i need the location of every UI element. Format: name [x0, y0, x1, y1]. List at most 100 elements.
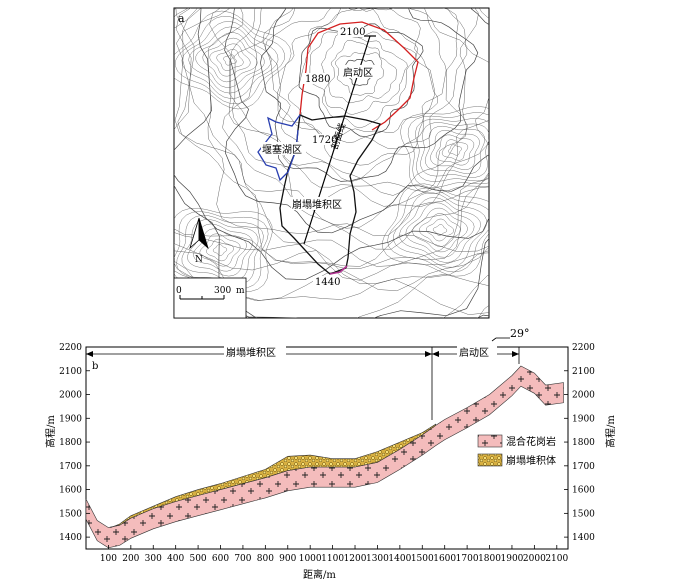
contour-line: [174, 8, 489, 267]
contour-line: [174, 8, 489, 285]
contour-line: [174, 10, 292, 110]
contour-line: [424, 125, 486, 175]
contour-line: [448, 144, 462, 156]
label-bg: [313, 276, 337, 287]
contour-line: [477, 305, 489, 318]
contour-line: [181, 21, 279, 99]
map-frame: [173, 7, 490, 319]
contour-line: [407, 112, 489, 188]
x-axis-label: 距离/m: [303, 568, 336, 581]
profile-deposit-zone-label: 崩塌堆积区: [226, 346, 276, 359]
y-tick-label-right: 1600: [572, 486, 595, 496]
contour-line: [174, 260, 489, 318]
y-tick-label-right: 1900: [572, 414, 595, 424]
legend-label-granite: 混合花岗岩: [506, 435, 556, 448]
y-tick-label-left: 1600: [59, 486, 82, 496]
y-tick-label-left: 1700: [59, 462, 82, 472]
contour-line: [412, 207, 468, 253]
contour-label-2100: 2100: [340, 27, 365, 38]
y-tick-label-left: 1500: [59, 509, 82, 519]
contour-line: [206, 238, 234, 262]
y-tick-label-left: 1900: [59, 414, 82, 424]
axis-ticks: 100 200 300 400 500 600 700 800 900 1000 1100 1200 1…: [59, 343, 595, 564]
contour-line: [174, 8, 489, 281]
contour-line: [441, 139, 469, 161]
contour-line: [419, 213, 461, 247]
y-axis-label-right: 高程/m: [604, 415, 617, 448]
contour-line: [213, 244, 227, 256]
x-tick-label: 400: [167, 554, 184, 564]
x-tick-label: 2100: [545, 554, 568, 564]
y-tick-label-right: 1800: [572, 438, 595, 448]
contour-line: [287, 8, 435, 140]
contour-line: [435, 134, 475, 166]
contour-line: [174, 184, 489, 318]
contour-lines: [174, 8, 489, 318]
contour-line: [209, 8, 489, 229]
deposit-layer: [110, 423, 436, 529]
contour-line: [260, 8, 479, 182]
x-tick-label: 700: [234, 554, 251, 564]
label-bg: [341, 65, 375, 78]
label-bg: [261, 142, 306, 155]
angle-label: 29°: [510, 327, 530, 340]
contour-line: [193, 228, 247, 272]
startup-zone-label: 启动区: [343, 66, 373, 79]
contour-line: [387, 187, 489, 273]
contour-line: [216, 49, 244, 71]
profile-startup-zone-label: 启动区: [459, 346, 489, 359]
y-tick-label-left: 1400: [59, 533, 82, 543]
contour-line: [195, 32, 265, 88]
y-tick-label-right: 1700: [572, 462, 595, 472]
panel-b-label: b: [92, 361, 98, 372]
contour-line: [174, 8, 489, 281]
contour-line: [202, 37, 258, 83]
contour-label-1440: 1440: [315, 277, 340, 288]
x-tick-label: 1100: [321, 554, 344, 564]
y-tick-label-left: 1800: [59, 438, 82, 448]
y-tick-label-right: 1400: [572, 533, 595, 543]
zone-dimension-lines: [86, 347, 520, 420]
contour-line: [382, 183, 489, 277]
y-tick-label-left: 2100: [59, 367, 82, 377]
label-bg: [224, 345, 286, 357]
x-tick-label: 1200: [344, 554, 367, 564]
contour-line: [265, 8, 447, 166]
legend-label-deposit: 崩塌堆积体: [506, 454, 556, 467]
scale-start: 0: [176, 286, 182, 296]
x-tick-label: 1400: [388, 554, 411, 564]
legend-swatch-granite: [477, 434, 503, 448]
y-tick-label-left: 2200: [59, 343, 82, 353]
label-bg: [457, 345, 497, 357]
contour-line: [476, 314, 489, 318]
north-label: N: [195, 255, 203, 265]
x-tick-label: 500: [189, 554, 206, 564]
contour-line: [224, 8, 489, 234]
contour-line: [433, 224, 447, 236]
x-tick-label: 900: [279, 554, 296, 564]
contour-line: [328, 39, 397, 103]
label-bg: [311, 134, 335, 145]
contour-label-1720: 1720: [312, 135, 337, 146]
panel-a-label: a: [178, 12, 185, 25]
x-tick-label: 1000: [299, 554, 322, 564]
contour-line: [277, 8, 438, 150]
contour-line: [174, 273, 489, 318]
contour-line: [176, 8, 489, 250]
contour-line: [175, 8, 489, 269]
contour-line: [175, 15, 285, 105]
contour-line: [188, 26, 272, 94]
x-tick-label: 800: [257, 554, 274, 564]
north-arrow-icon: [189, 217, 209, 250]
angle-marker: [491, 337, 497, 342]
y-tick-label-right: 2000: [572, 391, 595, 401]
label-bg: [338, 26, 364, 37]
x-tick-label: 600: [212, 554, 229, 564]
y-tick-label-left: 2000: [59, 391, 82, 401]
legend: 混合花岗岩 崩塌堆积体: [477, 434, 556, 467]
contour-line: [400, 106, 489, 194]
scale-unit: m: [236, 286, 245, 296]
contour-line: [207, 8, 489, 237]
contour-line: [430, 130, 480, 170]
